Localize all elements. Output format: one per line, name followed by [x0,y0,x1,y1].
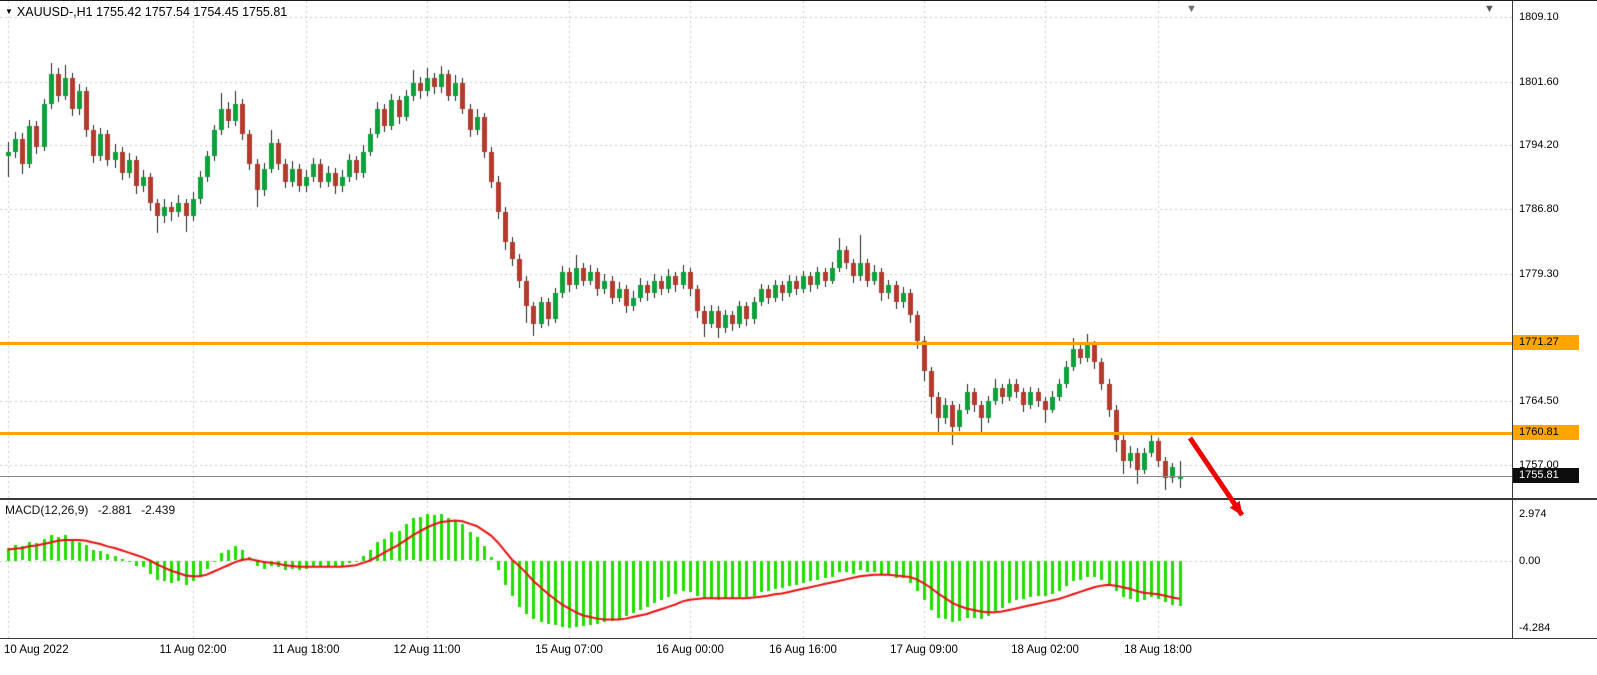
time-axis-label: 16 Aug 00:00 [656,644,724,656]
macd-axis[interactable]: 2.974 0.00 -4.284 [1513,500,1597,638]
chart-title: ▼ XAUUSD-,H1 1755.42 1757.54 1754.45 1755… [5,5,287,19]
price-axis-label: 1801.60 [1519,76,1559,88]
price-axis-label: 1786.80 [1519,203,1559,215]
time-axis-label: 18 Aug 02:00 [1011,644,1079,656]
chart-title-text: XAUUSD-,H1 1755.42 1757.54 1754.45 1755.… [16,5,288,19]
time-axis[interactable]: 10 Aug 2022 11 Aug 02:00 11 Aug 18:00 12 Au… [0,639,1597,675]
chart-plot-area[interactable] [0,1,1512,638]
pane-separator[interactable] [0,498,1597,500]
current-price-tag: 1755.81 [1513,468,1579,483]
price-axis-label: 1794.20 [1519,139,1559,151]
time-axis-label: 12 Aug 11:00 [393,644,461,656]
time-axis-label: 10 Aug 2022 [4,644,69,656]
price-axis-label: 1757.00 [1519,459,1559,471]
current-price-line [0,476,1512,477]
title-dropdown-icon[interactable]: ▼ [5,7,13,16]
resistance-level-line[interactable] [0,342,1512,345]
time-axis-label: 17 Aug 09:00 [890,644,958,656]
price-axis[interactable]: 1771.27 1760.81 1755.81 1809.10 1801.60 17… [1513,1,1597,498]
time-axis-label: 15 Aug 07:00 [535,644,603,656]
price-axis-label: 1809.10 [1519,11,1559,23]
macd-indicator-label: MACD(12,26,9) -2.881 -2.439 [5,503,181,517]
time-axis-label: 18 Aug 18:00 [1124,644,1192,656]
chart-shift-marker-icon[interactable]: ▼ [1186,3,1197,15]
price-axis-label: 1779.30 [1519,268,1559,280]
time-axis-label: 11 Aug 18:00 [272,644,340,656]
price-axis-label: 1764.50 [1519,395,1559,407]
macd-axis-label: 0.00 [1519,555,1541,567]
time-axis-separator [0,638,1597,639]
level-price-tag: 1771.27 [1513,335,1579,350]
window-corner-icon: ▼ [1484,3,1495,15]
macd-axis-label: 2.974 [1519,508,1547,520]
time-axis-label: 11 Aug 02:00 [159,644,227,656]
macd-name: MACD(12,26,9) [5,503,89,517]
price-axis-border [1512,1,1513,638]
macd-axis-label: -4.284 [1519,622,1551,634]
level-price-tag: 1760.81 [1513,425,1579,440]
macd-signal-value: -2.439 [141,503,176,517]
time-axis-label: 16 Aug 16:00 [769,644,837,656]
support-level-line[interactable] [0,432,1512,435]
macd-value: -2.881 [97,503,132,517]
